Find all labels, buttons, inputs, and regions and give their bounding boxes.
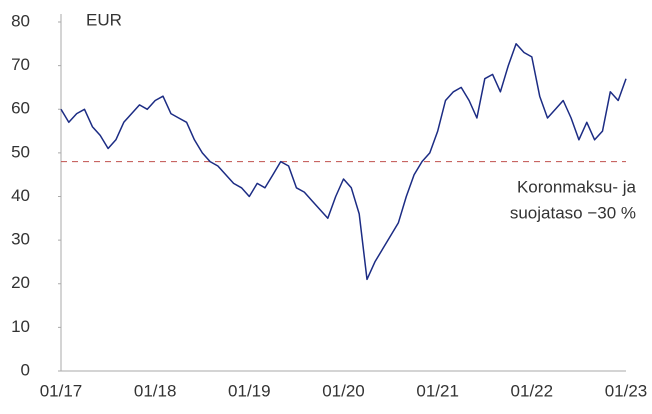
x-tick-label: 01/17 <box>40 381 83 400</box>
annotation: Koronmaksu- ja <box>517 177 637 196</box>
y-tick-label: 70 <box>11 55 30 74</box>
y-tick-label: 60 <box>11 99 30 118</box>
x-tick-label: 01/23 <box>605 381 648 400</box>
x-tick-label: 01/22 <box>511 381 554 400</box>
price-line <box>60 43 627 281</box>
y-tick-label: 50 <box>11 142 30 161</box>
y-tick-label: 40 <box>11 186 30 205</box>
y-tick-label: 0 <box>21 360 30 379</box>
y-tick-label: 30 <box>11 230 30 249</box>
y-tick-label: 10 <box>11 317 30 336</box>
x-tick-label: 01/21 <box>416 381 459 400</box>
x-tick-label: 01/20 <box>322 381 365 400</box>
y-tick-label: 80 <box>11 11 30 30</box>
y-tick-label: 20 <box>11 273 30 292</box>
x-tick-label: 01/18 <box>134 381 177 400</box>
x-tick-label: 01/19 <box>228 381 271 400</box>
y-axis-label: EUR <box>86 10 122 29</box>
annotation: suojataso −30 % <box>510 203 636 222</box>
